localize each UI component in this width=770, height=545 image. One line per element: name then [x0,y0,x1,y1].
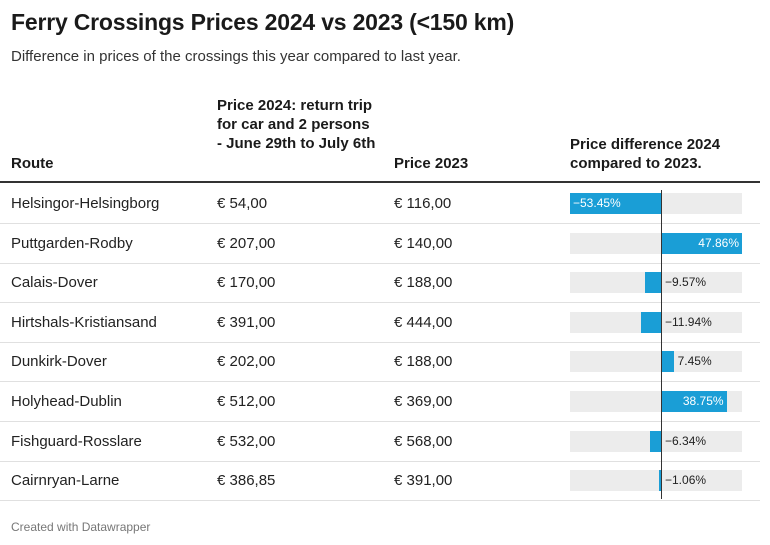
price-2024-cell: € 512,00 [217,393,276,410]
difference-bar [570,193,661,214]
price-2024-cell: € 391,00 [217,313,276,331]
difference-label: −1.06% [665,473,707,488]
price-2023-cell: € 116,00 [394,195,452,212]
price-2023-cell: € 188,00 [394,353,453,371]
route-cell: Dunkirk-Dover [11,353,107,371]
price-2023-cell: € 391,00 [394,472,453,490]
table-row[interactable]: Dunkirk-Dover € 202,00 € 188,00 7.45% [0,342,760,383]
price-2023-cell: € 568,00 [394,432,453,450]
bar-track [570,351,742,373]
column-header-price-2023[interactable]: Price 2023 [394,155,469,172]
route-cell: Puttgarden-Rodby [11,234,133,252]
route-cell: Fishguard-Rosslare [11,432,142,450]
table-row[interactable]: Puttgarden-Rodby € 207,00 € 140,00 47.86% [0,224,760,264]
table-row[interactable]: Cairnryan-Larne € 386,85 € 391,00 −1.06% [0,461,760,502]
column-header-price-difference[interactable]: Price difference 2024 compared to 2023. [570,136,721,172]
header-divider [0,181,760,183]
difference-label: 38.75% [682,394,724,408]
route-cell: Hirtshals-Kristiansand [11,313,157,331]
route-cell: Holyhead-Dublin [11,393,122,410]
price-2023-cell: € 140,00 [394,234,453,252]
route-cell: Calais-Dover [11,274,98,292]
table-row[interactable]: Hirtshals-Kristiansand € 391,00 € 444,00 −1… [0,303,760,343]
route-cell: Helsingor-Helsingborg [11,195,160,212]
column-header-route[interactable]: Route [11,155,54,172]
difference-bar [644,272,661,294]
zero-axis-line [661,190,662,499]
difference-label: −6.34% [665,433,707,448]
table-row[interactable]: Holyhead-Dublin € 512,00 € 369,00 38.75% [0,382,760,422]
footer-credit: Created with Datawrapper [11,520,151,534]
chart-subtitle: Difference in prices of the crossings th… [11,48,461,65]
difference-label: −11.94% [665,314,712,329]
difference-label: 7.45% [677,354,712,369]
table-row[interactable]: Fishguard-Rosslare € 532,00 € 568,00 −6.34% [0,422,760,462]
table-row[interactable]: Helsingor-Helsingborg € 54,00 € 116,00 −53.… [0,184,760,224]
bar-track [570,470,742,492]
difference-label: −9.57% [665,275,707,290]
price-2024-cell: € 207,00 [217,234,276,252]
table-row[interactable]: Calais-Dover € 170,00 € 188,00 −9.57% [0,263,760,304]
difference-bar [659,470,661,492]
difference-label: 47.86% [698,235,739,250]
price-2024-cell: € 170,00 [217,274,276,292]
price-2023-cell: € 369,00 [394,393,453,410]
route-cell: Cairnryan-Larne [11,472,120,490]
difference-bar [640,311,661,333]
difference-bar [661,391,727,412]
difference-bar [661,232,742,254]
price-2024-cell: € 532,00 [217,432,276,450]
column-header-price-2024[interactable]: Price 2024: return trip for car and 2 pe… [217,97,376,152]
difference-label: −53.45% [573,196,621,210]
chart-title: Ferry Crossings Prices 2024 vs 2023 (<15… [11,9,515,35]
price-2023-cell: € 188,00 [394,274,453,292]
price-2024-cell: € 386,85 [217,472,276,490]
price-2024-cell: € 54,00 [217,195,268,212]
difference-bar [650,430,661,452]
price-2023-cell: € 444,00 [394,313,453,331]
difference-bar [661,351,674,373]
price-2024-cell: € 202,00 [217,353,276,371]
